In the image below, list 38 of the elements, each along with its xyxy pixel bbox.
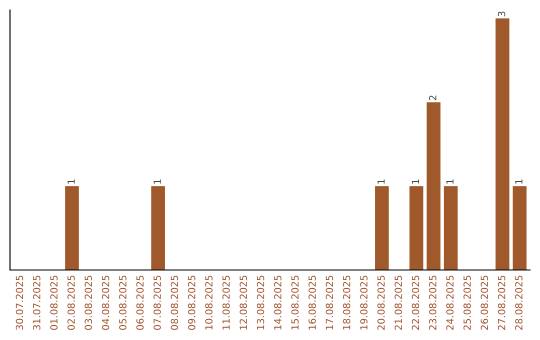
- x-tick-label: 11.08.2025: [222, 276, 230, 330]
- x-tick-label: 12.08.2025: [240, 276, 247, 330]
- x-tick-label: 14.08.2025: [274, 276, 282, 330]
- x-tick-label: 05.08.2025: [119, 276, 126, 330]
- x-tick-label: 26.08.2025: [480, 276, 488, 330]
- x-tick-label: 08.08.2025: [170, 276, 178, 330]
- x-tick-label: 22.08.2025: [412, 276, 420, 330]
- x-tick-label: 15.08.2025: [291, 276, 299, 330]
- x-tick-label: 20.08.2025: [377, 276, 385, 330]
- x-tick-label: 23.08.2025: [429, 276, 436, 330]
- data-label: 1: [412, 179, 420, 184]
- x-tick-label: 09.08.2025: [188, 276, 196, 330]
- x-tick-label: 01.08.2025: [50, 276, 58, 330]
- data-label: 1: [68, 179, 75, 184]
- data-label: 1: [154, 179, 161, 184]
- x-tick-label: 10.08.2025: [205, 276, 213, 330]
- x-tick-label: 28.08.2025: [515, 276, 522, 330]
- x-tick-label: 27.08.2025: [498, 276, 506, 330]
- x-tick-label: 31.07.2025: [33, 276, 40, 330]
- x-tick-label: 07.08.2025: [154, 276, 161, 330]
- x-tick-label: 17.08.2025: [326, 276, 334, 330]
- x-tick-label: 24.08.2025: [446, 276, 454, 330]
- x-tick-label: 18.08.2025: [342, 276, 350, 330]
- data-label: 2: [429, 96, 436, 100]
- x-tick-label: 25.08.2025: [463, 276, 471, 330]
- data-label: 1: [515, 179, 522, 184]
- x-tick-label: 19.08.2025: [360, 276, 368, 330]
- data-label: 3: [498, 12, 506, 16]
- x-tick-label: 21.08.2025: [394, 276, 402, 330]
- x-tick-label: 04.08.2025: [102, 276, 110, 330]
- x-tick-label: 06.08.2025: [136, 276, 144, 330]
- x-tick-label: 03.08.2025: [84, 276, 92, 330]
- x-tick-label: 02.08.2025: [67, 276, 75, 330]
- data-label: 1: [378, 179, 385, 184]
- x-tick-label: 13.08.2025: [256, 276, 264, 330]
- x-tick-label: 30.07.2025: [16, 276, 24, 330]
- x-tick-label: 16.08.2025: [308, 276, 316, 330]
- data-label: 1: [446, 179, 454, 184]
